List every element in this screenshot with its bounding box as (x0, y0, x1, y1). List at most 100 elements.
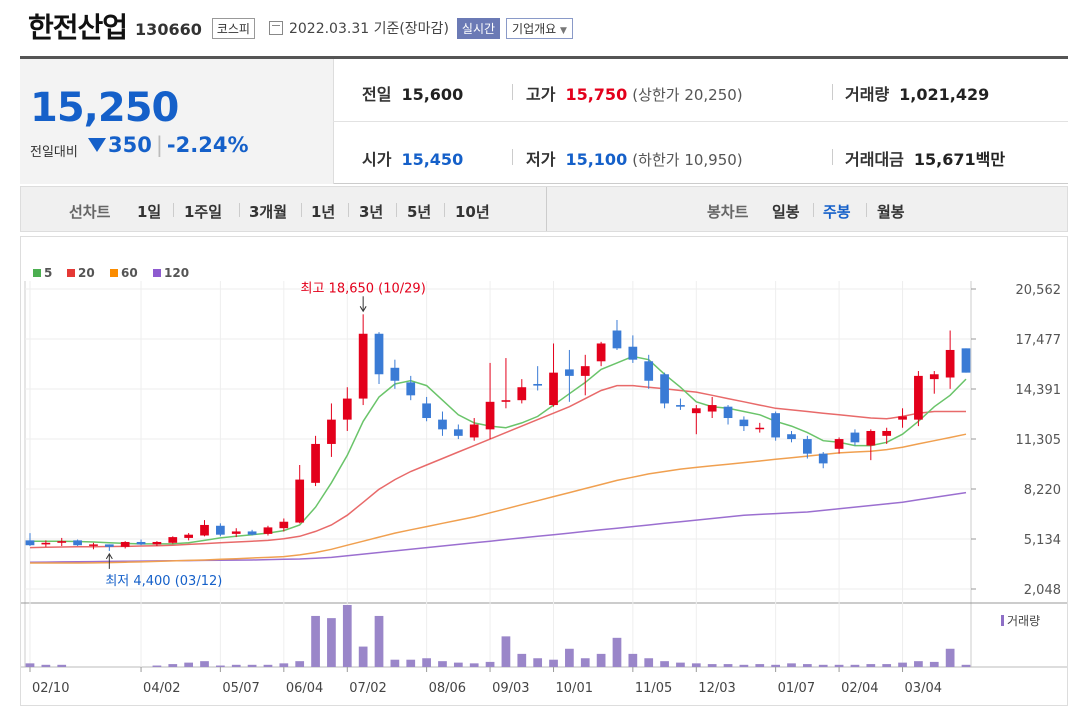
candle-body (57, 541, 67, 543)
volume-bar (422, 658, 431, 667)
candle-body (73, 540, 82, 546)
tab-1w[interactable]: 1주일 (184, 203, 223, 221)
y-tick-label: 17,477 (1016, 333, 1062, 348)
volume-bar (533, 658, 543, 667)
y-tick-label: 8,220 (1024, 483, 1061, 498)
y-tick-label: 20,562 (1016, 283, 1062, 298)
candle-body (358, 333, 368, 399)
volume-bar (469, 663, 479, 667)
high-price: 고가 15,750 (상한가 20,250) (526, 85, 743, 104)
volume-bar (723, 664, 733, 667)
volume-bar (247, 664, 257, 667)
volume-bar (41, 664, 51, 667)
volume-bar (834, 664, 844, 667)
legend-label: 60 (121, 266, 138, 280)
x-tick-label: 09/03 (492, 681, 529, 696)
candle-body (152, 541, 162, 545)
candle-body (549, 372, 558, 406)
candle-body (676, 405, 685, 407)
tab-10y[interactable]: 10년 (455, 203, 490, 221)
high-annotation: 최고 18,650 (10/29) (301, 281, 426, 296)
prev-close: 전일 15,600 (362, 85, 464, 104)
change-label: 전일대비 (30, 145, 78, 160)
candle-body (945, 349, 955, 378)
candle-body (501, 400, 511, 402)
low-price: 저가 15,100 (하한가 10,950) (526, 150, 743, 169)
candle-body (422, 403, 431, 419)
x-tick-label: 10/01 (556, 681, 593, 696)
candle-body (406, 382, 416, 396)
tab-3m[interactable]: 3개월 (249, 203, 288, 221)
candle-body (104, 544, 114, 547)
chart-tabs: 선차트 1일 1주일 3개월 1년 3년 5년 10년 봉차트 일봉 주봉 월봉 (20, 186, 1068, 232)
candle-body (961, 348, 971, 373)
candle-body (200, 524, 209, 536)
candle-body (818, 453, 828, 464)
volume-bar (390, 659, 400, 667)
change-rate: -2.24% (166, 133, 249, 157)
change-amount: 350 (108, 133, 152, 157)
realtime-button[interactable]: 실시간 (456, 17, 501, 39)
candle-body (787, 434, 796, 440)
tab-daily[interactable]: 일봉 (772, 203, 800, 221)
stock-code: 130660 (135, 19, 202, 39)
tab-1d[interactable]: 1일 (137, 203, 162, 221)
y-tick-label: 5,134 (1024, 533, 1061, 548)
volume-bar (216, 665, 225, 667)
tab-5y[interactable]: 5년 (407, 203, 432, 221)
volume-bar (802, 664, 812, 667)
legend-swatch (110, 269, 118, 277)
candle-body (707, 405, 717, 412)
tab-weekly[interactable]: 주봉 (823, 203, 851, 221)
volume-bar (549, 659, 558, 667)
volume-bar (755, 664, 765, 667)
company-info-button[interactable]: 기업개요 ▼ (506, 17, 573, 39)
chevron-down-icon: ▼ (560, 25, 567, 36)
volume-bar (25, 663, 35, 667)
legend-swatch (33, 269, 41, 277)
candle-body (184, 534, 194, 538)
volume-bar (342, 605, 352, 667)
candle-body (120, 541, 130, 547)
candle-body (898, 416, 907, 420)
volume-bar (311, 615, 320, 667)
volume-bar (676, 662, 685, 667)
candle-body (438, 419, 447, 430)
market-badge: 코스피 (211, 17, 255, 39)
candle-body (342, 398, 352, 420)
candle-body (533, 383, 543, 386)
x-tick-label: 07/02 (349, 681, 386, 696)
volume-bar (565, 648, 574, 667)
candle-body (628, 346, 638, 360)
candle-body (517, 387, 527, 401)
volume-bar (596, 653, 606, 667)
candle-body (644, 361, 654, 381)
x-tick-label: 05/07 (222, 681, 259, 696)
y-tick-label: 2,048 (1024, 583, 1061, 598)
ma5-line (29, 355, 967, 545)
volume-bar (818, 664, 828, 667)
candle-body (41, 542, 51, 545)
candle-body (485, 401, 495, 430)
volume-bar (263, 664, 273, 667)
candle-body (25, 540, 35, 546)
candle-body (802, 439, 812, 454)
volume-bar (517, 653, 527, 667)
low-arrow-head (105, 552, 113, 560)
legend-label: 5 (44, 266, 52, 280)
open-price: 시가 15,450 (362, 150, 464, 169)
tab-3y[interactable]: 3년 (359, 203, 384, 221)
x-tick-label: 06/04 (286, 681, 323, 696)
volume-bar (612, 637, 622, 667)
tab-1y[interactable]: 1년 (311, 203, 336, 221)
candle-body (882, 430, 892, 436)
volume-bar (295, 661, 305, 667)
volume-bar (707, 664, 717, 667)
down-triangle-icon (88, 138, 106, 152)
volume-bar (898, 662, 907, 667)
volume-bar (184, 662, 194, 667)
volume: 거래량 1,021,429 (845, 85, 990, 104)
candle-body (311, 443, 320, 483)
tab-monthly[interactable]: 월봉 (877, 203, 905, 221)
candle-body (89, 544, 98, 546)
